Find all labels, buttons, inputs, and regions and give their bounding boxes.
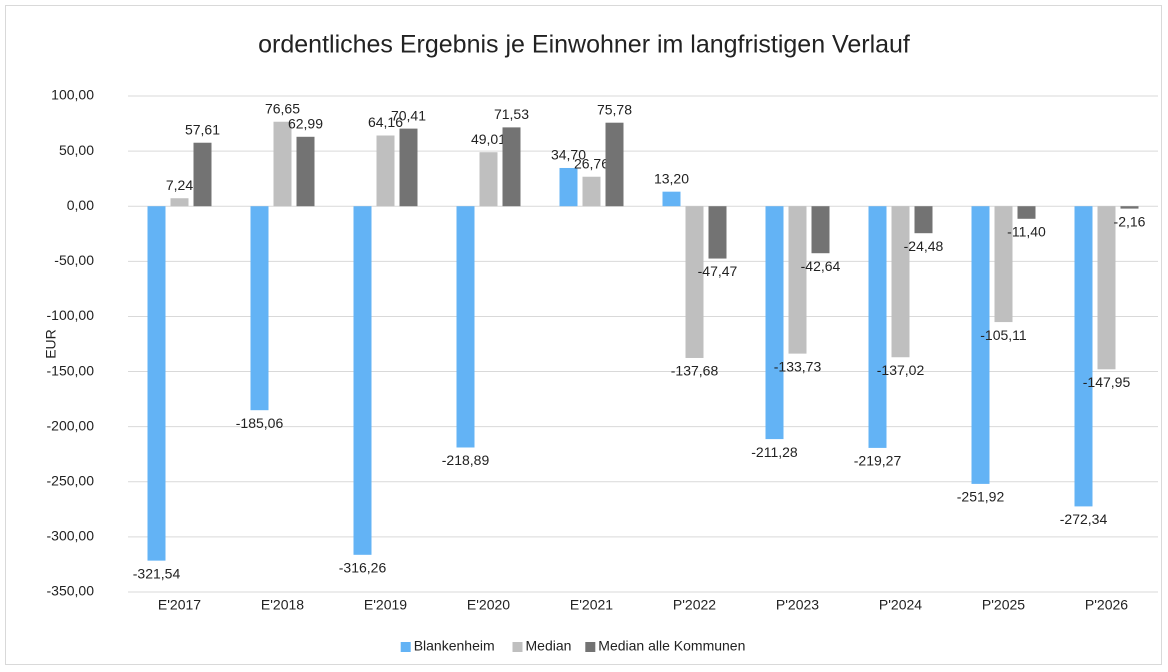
y-tick-label: 50,00	[59, 142, 94, 158]
data-label: -47,47	[698, 263, 738, 279]
data-label: 75,78	[597, 101, 632, 117]
data-label: -11,40	[1007, 223, 1046, 239]
legend-swatch	[585, 642, 596, 652]
bar	[708, 206, 727, 259]
bar	[1017, 206, 1036, 219]
y-tick-label: -250,00	[47, 472, 95, 488]
bar	[1120, 206, 1139, 209]
data-label: -2,16	[1114, 213, 1146, 229]
bar	[994, 206, 1013, 323]
y-tick-label: -300,00	[47, 528, 95, 544]
x-tick-label: P'2022	[673, 597, 716, 613]
bar	[399, 128, 418, 207]
bar	[685, 206, 704, 358]
bar	[662, 191, 681, 207]
bar	[971, 206, 990, 484]
y-tick-label: -150,00	[47, 362, 95, 378]
data-label: -211,28	[751, 444, 798, 460]
legend-label: Median	[526, 638, 572, 654]
bar	[582, 176, 601, 207]
y-tick-label: -50,00	[54, 252, 94, 268]
bar	[891, 206, 910, 358]
x-tick-label: P'2025	[982, 597, 1025, 613]
data-label: -133,73	[774, 358, 822, 374]
legend-label: Median alle Kommunen	[598, 638, 745, 654]
bar	[765, 206, 784, 440]
bar	[605, 122, 624, 207]
data-label: 49,01	[471, 131, 506, 147]
legend-swatch	[400, 642, 411, 652]
data-label: -137,68	[671, 363, 719, 379]
bar	[376, 135, 395, 207]
data-label: -316,26	[339, 560, 387, 576]
bar	[1097, 206, 1116, 370]
data-label: -272,34	[1060, 511, 1108, 527]
x-tick-label: E'2019	[364, 597, 407, 613]
bar	[559, 167, 578, 207]
data-label: 76,65	[265, 100, 300, 116]
bar	[811, 206, 830, 254]
data-label: 70,41	[391, 107, 426, 123]
data-label: 62,99	[288, 115, 323, 131]
bar	[914, 206, 933, 234]
data-label: -251,92	[957, 489, 1005, 505]
bar	[868, 206, 887, 448]
x-tick-label: P'2026	[1085, 597, 1128, 613]
bar	[479, 152, 498, 207]
data-label: -137,02	[877, 362, 925, 378]
legend-label: Blankenheim	[414, 638, 495, 654]
data-label: 64,16	[368, 114, 403, 130]
data-label: -24,48	[904, 238, 944, 254]
data-label: -147,95	[1083, 374, 1131, 390]
data-label: 7,24	[166, 177, 193, 193]
bar	[193, 142, 212, 207]
data-label: 71,53	[494, 106, 529, 122]
bar	[296, 136, 315, 207]
y-tick-label: -200,00	[47, 417, 95, 433]
y-axis-title: EUR	[43, 329, 59, 359]
x-tick-label: P'2023	[776, 597, 819, 613]
data-label: 13,20	[654, 170, 689, 186]
bar	[788, 206, 807, 354]
data-label: -219,27	[854, 453, 902, 469]
bar	[170, 198, 189, 207]
data-label: -185,06	[236, 415, 284, 431]
bar	[502, 127, 521, 207]
bar	[1074, 206, 1093, 507]
data-label: 34,70	[551, 147, 586, 163]
bar	[147, 206, 166, 561]
x-tick-label: P'2024	[879, 597, 922, 613]
y-tick-label: 0,00	[67, 197, 94, 213]
y-tick-label: -100,00	[47, 307, 95, 323]
x-tick-label: E'2020	[467, 597, 510, 613]
data-label: -105,11	[980, 327, 1027, 343]
bar	[273, 121, 292, 207]
chart-title: ordentliches Ergebnis je Einwohner im la…	[258, 31, 910, 59]
data-label: -42,64	[801, 258, 841, 274]
data-label: -321,54	[133, 565, 181, 581]
bar	[250, 206, 269, 411]
y-tick-label: -350,00	[47, 583, 95, 599]
y-tick-label: 100,00	[51, 87, 94, 103]
data-label: 26,76	[574, 155, 609, 171]
bar	[456, 206, 475, 448]
legend-swatch	[512, 642, 523, 652]
chart-frame	[5, 5, 1162, 665]
x-tick-label: E'2017	[158, 597, 201, 613]
x-tick-label: E'2021	[570, 597, 613, 613]
x-tick-label: E'2018	[261, 597, 304, 613]
bar	[353, 206, 372, 555]
data-label: -218,89	[442, 452, 490, 468]
data-label: 57,61	[185, 121, 220, 137]
